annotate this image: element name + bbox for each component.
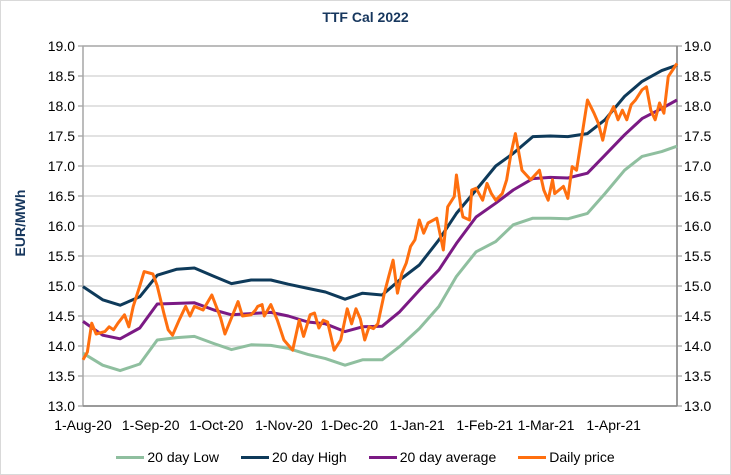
legend: 20 day Low 20 day High 20 day average Daily…	[0, 449, 731, 465]
legend-label: 20 day Low	[147, 449, 219, 465]
legend-swatch	[368, 455, 397, 459]
y-tick-label-right: 15.0	[684, 278, 711, 294]
y-tick-label-right: 17.0	[684, 158, 711, 174]
y-tick-label-left: 15.0	[48, 278, 75, 294]
y-tick-label-right: 13.5	[684, 368, 711, 384]
x-tick-label: 1-Aug-20	[54, 417, 112, 433]
y-tick-label-right: 16.0	[684, 218, 711, 234]
x-tick-label: 1-Mar-21	[518, 417, 575, 433]
y-tick-label-right: 15.5	[684, 248, 711, 264]
y-tick-label-right: 17.5	[684, 128, 711, 144]
legend-swatch	[241, 455, 269, 459]
legend-swatch	[116, 455, 145, 459]
x-tick-label: 1-Oct-20	[189, 417, 244, 433]
y-tick-label-right: 16.5	[684, 188, 711, 204]
y-tick-label-right: 19.0	[684, 38, 711, 54]
y-tick-label-right: 14.5	[684, 308, 711, 324]
y-tick-label-left: 17.0	[48, 158, 75, 174]
y-tick-label-left: 16.0	[48, 218, 75, 234]
y-tick-label-right: 13.0	[684, 398, 711, 414]
y-tick-label-left: 15.5	[48, 248, 75, 264]
x-tick-label: 1-Feb-21	[456, 417, 513, 433]
chart-title: TTF Cal 2022	[322, 9, 409, 25]
y-tick-label-left: 13.5	[48, 368, 75, 384]
y-tick-label-left: 16.5	[48, 188, 75, 204]
y-tick-label-left: 17.5	[48, 128, 75, 144]
y-tick-label-left: 14.0	[48, 338, 75, 354]
y-tick-label-right: 18.5	[684, 68, 711, 84]
x-tick-label: 1-Dec-20	[321, 417, 379, 433]
x-tick-label: 1-Sep-20	[122, 417, 180, 433]
legend-item-20-day-high: 20 day High	[241, 449, 347, 465]
series-line-20-day-low	[82, 144, 678, 373]
y-tick-label-left: 18.5	[48, 68, 75, 84]
y-tick-label-left: 19.0	[48, 38, 75, 54]
y-tick-label-left: 13.0	[48, 398, 75, 414]
series-line-daily-price	[81, 62, 679, 361]
legend-label: 20 day High	[272, 449, 347, 465]
legend-item-20-day-low: 20 day Low	[116, 449, 219, 465]
y-tick-label-left: 18.0	[48, 98, 75, 114]
legend-label: 20 day average	[399, 449, 497, 465]
legend-swatch	[518, 455, 547, 459]
x-tick-label: 1-Apr-21	[586, 417, 641, 433]
legend-label: Daily price	[549, 449, 615, 465]
series-line-20-day-average	[82, 98, 678, 341]
y-tick-label-right: 14.0	[684, 338, 711, 354]
x-tick-label: 1-Jan-21	[389, 417, 444, 433]
y-tick-label-right: 18.0	[684, 98, 711, 114]
y-tick-label-left: 14.5	[48, 308, 75, 324]
legend-item-20-day-average: 20 day average	[368, 449, 497, 465]
legend-item-daily-price: Daily price	[518, 449, 615, 465]
x-tick-label: 1-Nov-20	[255, 417, 313, 433]
